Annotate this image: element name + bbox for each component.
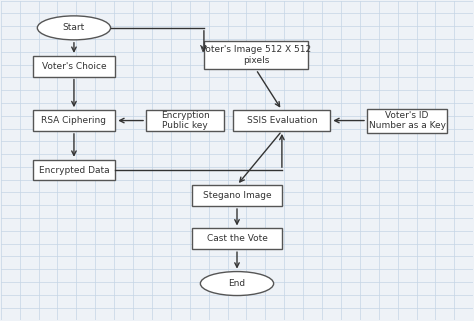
- Text: Encryption
Public key: Encryption Public key: [161, 111, 210, 130]
- Text: Stegano Image: Stegano Image: [203, 191, 271, 200]
- FancyBboxPatch shape: [192, 229, 282, 249]
- FancyBboxPatch shape: [146, 110, 224, 131]
- Text: Encrypted Data: Encrypted Data: [39, 166, 109, 175]
- Text: Start: Start: [63, 23, 85, 32]
- Text: SSIS Evaluation: SSIS Evaluation: [246, 116, 317, 125]
- FancyBboxPatch shape: [204, 41, 308, 69]
- Text: End: End: [228, 279, 246, 288]
- FancyBboxPatch shape: [33, 110, 115, 131]
- Ellipse shape: [37, 16, 110, 40]
- FancyBboxPatch shape: [33, 160, 115, 180]
- FancyBboxPatch shape: [33, 56, 115, 77]
- FancyBboxPatch shape: [192, 185, 282, 206]
- FancyBboxPatch shape: [234, 110, 330, 131]
- Text: Voter's Choice: Voter's Choice: [42, 62, 106, 71]
- Text: Voter's Image 512 X 512
pixels: Voter's Image 512 X 512 pixels: [201, 45, 311, 65]
- FancyBboxPatch shape: [367, 108, 447, 133]
- Text: Cast the Vote: Cast the Vote: [207, 234, 267, 243]
- Text: Voter's ID
Number as a Key: Voter's ID Number as a Key: [369, 111, 446, 130]
- Ellipse shape: [201, 272, 273, 296]
- Text: RSA Ciphering: RSA Ciphering: [41, 116, 107, 125]
